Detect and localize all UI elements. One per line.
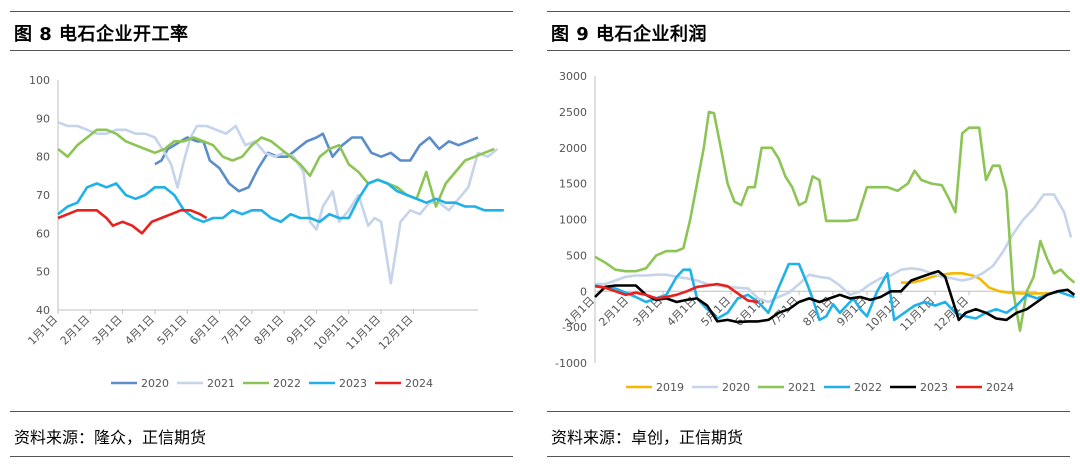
x-tick-label: 12月1日 <box>376 313 416 353</box>
x-tick-label: 4月1日 <box>122 313 157 348</box>
legend-label-2020: 2020 <box>141 377 169 390</box>
y-tick-label: -1000 <box>555 357 587 370</box>
series-line-2021 <box>57 120 499 285</box>
legend-label-2021: 2021 <box>788 381 816 394</box>
y-tick-label: 80 <box>36 151 50 164</box>
figure-title: 图 9 电石企业利润 <box>551 24 708 45</box>
x-tick-label: 2月1日 <box>596 294 631 329</box>
series-line-2024 <box>57 209 208 235</box>
y-tick-label: -500 <box>562 321 587 334</box>
series-line-2024 <box>594 282 759 304</box>
header-bottom-rule <box>10 50 513 51</box>
header-bottom-rule <box>547 50 1070 51</box>
legend-label-2024: 2024 <box>405 377 433 390</box>
legend-label-2022: 2022 <box>854 381 882 394</box>
source-note: 资料来源：隆众，正信期货 <box>14 428 207 447</box>
y-tick-label: 0 <box>580 285 587 298</box>
x-tick-label: 1月1日 <box>25 313 60 348</box>
source-top-rule <box>547 411 1070 412</box>
x-tick-label: 6月1日 <box>187 313 222 348</box>
right-panel: 图 9 电石企业利润 -1000 -500 0 500 1000 1500 2000 2500… <box>537 0 1080 467</box>
source-bottom-rule <box>10 456 513 457</box>
header-top-rule <box>547 11 1070 12</box>
header-top-rule <box>10 11 513 12</box>
y-tick-label: 2500 <box>559 106 587 119</box>
y-tick-label: 90 <box>36 112 50 125</box>
legend-label-2023: 2023 <box>920 381 948 394</box>
y-tick-label: 1000 <box>559 214 587 227</box>
legend-label-2020: 2020 <box>722 381 750 394</box>
x-tick-label: 8月1日 <box>252 313 287 348</box>
x-tick-label: 10月1日 <box>311 313 351 353</box>
series-line-2022 <box>57 128 495 208</box>
legend-label-2024: 2024 <box>986 381 1014 394</box>
legend-label-2021: 2021 <box>207 377 235 390</box>
x-tick-label: 5月1日 <box>155 313 190 348</box>
series-line-2022 <box>594 262 1075 322</box>
series-line-2023 <box>57 178 504 224</box>
series-line-2020 <box>595 193 1073 304</box>
x-tick-label: 2月1日 <box>58 313 93 348</box>
source-bottom-rule <box>547 456 1070 457</box>
series-line-2021 <box>594 110 1076 332</box>
series-line-2023 <box>594 269 1076 324</box>
x-tick-label: 11月1日 <box>344 313 384 353</box>
x-tick-label: 3月1日 <box>90 313 125 348</box>
y-tick-label: 60 <box>36 227 50 240</box>
y-tick-label: 500 <box>566 249 587 262</box>
x-tick-label: 7月1日 <box>219 313 254 348</box>
series-line-2020 <box>154 132 479 193</box>
source-top-rule <box>10 411 513 412</box>
y-tick-label: 50 <box>36 266 50 279</box>
y-tick-label: 1500 <box>559 178 587 191</box>
y-tick-label: 40 <box>36 304 50 317</box>
legend-label-2019: 2019 <box>656 381 684 394</box>
y-tick-label: 2000 <box>559 142 587 155</box>
legend-label-2022: 2022 <box>273 377 301 390</box>
y-tick-label: 3000 <box>559 70 587 83</box>
figure-title: 图 8 电石企业开工率 <box>14 24 189 45</box>
operating-rate-chart: 40 50 60 70 80 90 100 1月1日2月1日3月1日4月1日5月1日6月1日7… <box>25 74 504 390</box>
left-panel: 图 8 电石企业开工率 40 50 60 70 80 90 100 1月1日 2月1日 3月1日 4… <box>0 0 523 467</box>
legend-label-2023: 2023 <box>339 377 367 390</box>
source-note: 资料来源：卓创，正信期货 <box>551 428 744 447</box>
y-tick-label: 100 <box>29 74 50 87</box>
y-tick-label: 70 <box>36 189 50 202</box>
